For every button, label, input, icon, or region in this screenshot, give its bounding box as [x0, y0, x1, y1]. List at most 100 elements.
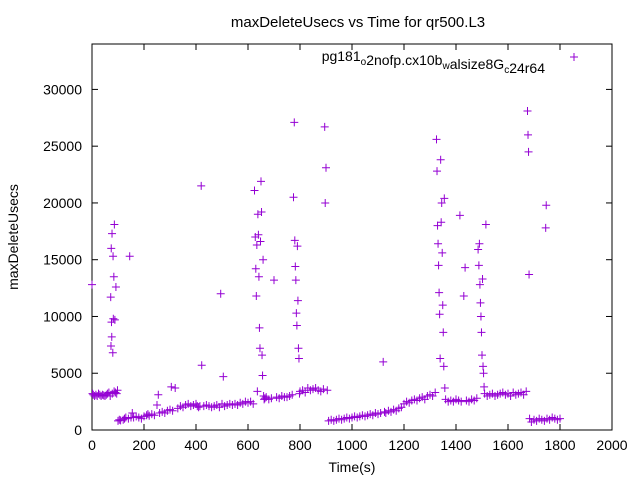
x-axis-label: Time(s) — [329, 459, 376, 475]
data-point — [440, 383, 449, 392]
data-point — [474, 261, 483, 270]
data-point — [435, 288, 444, 297]
data-point — [437, 218, 446, 227]
data-point — [259, 255, 268, 264]
data-point — [293, 296, 302, 305]
data-point — [110, 315, 119, 324]
data-point — [251, 264, 260, 273]
y-axis-label: maxDeleteUsecs — [5, 184, 21, 290]
data-point — [107, 318, 116, 327]
data-point — [476, 298, 485, 307]
data-point — [257, 208, 266, 217]
data-point — [290, 118, 299, 127]
data-point — [455, 211, 464, 220]
plot-frame — [91, 43, 613, 431]
x-tick-label: 800 — [288, 437, 312, 453]
data-point — [475, 280, 484, 289]
data-point — [290, 236, 299, 245]
data-point — [525, 270, 534, 279]
data-point — [288, 390, 297, 399]
data-point — [440, 194, 449, 203]
data-point — [109, 252, 118, 261]
data-point — [253, 210, 262, 219]
y-tick-label: 25000 — [43, 138, 82, 154]
data-point — [301, 388, 310, 397]
data-point — [250, 186, 259, 195]
data-point — [252, 240, 261, 249]
y-tick-label: 5000 — [51, 365, 82, 381]
data-point — [106, 341, 115, 350]
data-point — [113, 386, 122, 395]
data-point — [291, 276, 300, 285]
data-point — [258, 371, 267, 380]
data-point — [476, 312, 485, 321]
data-point — [106, 293, 115, 302]
x-tick-label: 200 — [132, 437, 156, 453]
data-point — [111, 282, 120, 291]
data-point — [109, 314, 118, 323]
data-point — [254, 230, 263, 239]
data-point — [481, 220, 490, 229]
data-point — [436, 155, 445, 164]
data-point — [319, 385, 328, 394]
data-point — [478, 275, 487, 284]
data-point — [542, 201, 551, 210]
data-point — [168, 406, 177, 415]
x-tick-label: 2000 — [596, 437, 627, 453]
data-point — [439, 362, 448, 371]
x-tick-label: 400 — [184, 437, 208, 453]
data-point — [437, 198, 446, 207]
data-point — [322, 163, 330, 172]
data-point — [479, 369, 488, 378]
data-point — [524, 147, 533, 156]
data-point — [197, 361, 206, 370]
data-points — [88, 106, 564, 427]
data-point — [461, 263, 470, 272]
data-point — [472, 394, 481, 403]
data-point — [292, 309, 301, 318]
data-point — [291, 262, 300, 271]
data-point — [479, 362, 488, 371]
data-point — [219, 372, 228, 381]
data-point — [293, 242, 302, 251]
data-point — [478, 351, 486, 360]
data-point — [320, 122, 329, 131]
x-tick-label: 1400 — [440, 437, 471, 453]
data-point — [523, 106, 532, 115]
data-point — [270, 276, 278, 285]
x-axis: 0 200 400 600 800 1000 1200 1400 1600 1800 2000 — [88, 44, 628, 453]
data-point — [323, 386, 332, 395]
y-tick-label: 15000 — [43, 252, 82, 268]
data-point — [254, 272, 263, 281]
data-point — [292, 321, 301, 330]
y-tick-label: 20000 — [43, 195, 82, 211]
data-point — [438, 301, 447, 310]
data-point — [475, 239, 484, 248]
x-tick-label: 1200 — [388, 437, 419, 453]
data-point — [541, 223, 550, 232]
legend-plus-icon — [570, 53, 578, 61]
data-point — [167, 382, 176, 391]
data-point — [257, 177, 265, 186]
data-point — [110, 220, 119, 229]
data-point — [438, 248, 447, 257]
data-point — [294, 354, 303, 363]
data-point — [255, 323, 264, 332]
x-tick-label: 1600 — [492, 437, 523, 453]
data-point — [88, 280, 96, 289]
data-point — [171, 383, 180, 392]
data-point — [457, 397, 466, 406]
data-point — [258, 351, 267, 360]
data-point — [216, 289, 225, 298]
data-point — [256, 237, 265, 246]
data-point — [431, 388, 440, 397]
y-tick-label: 0 — [74, 422, 82, 438]
data-point — [474, 245, 483, 254]
x-tick-label: 600 — [236, 437, 260, 453]
data-point — [128, 408, 137, 417]
data-point — [294, 344, 303, 353]
data-point — [108, 348, 117, 357]
data-point — [434, 261, 443, 270]
data-point — [439, 328, 448, 337]
